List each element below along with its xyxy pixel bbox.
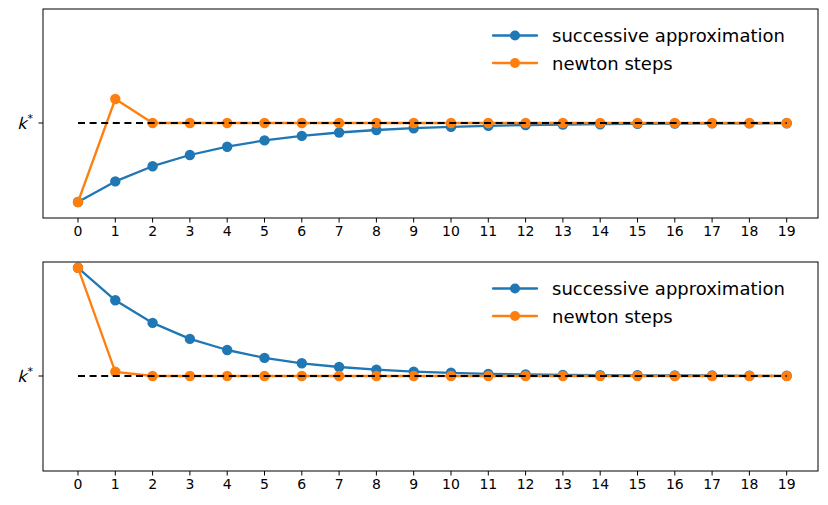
- data-point: [185, 334, 195, 344]
- legend-swatch-dot: [510, 284, 520, 294]
- x-tick-label: 4: [223, 223, 232, 239]
- data-point: [110, 94, 120, 104]
- x-tick-label: 12: [517, 476, 535, 492]
- x-tick-label: 17: [703, 476, 721, 492]
- data-point: [73, 263, 83, 273]
- data-point: [334, 127, 344, 137]
- x-tick-label: 14: [591, 223, 609, 239]
- x-tick-label: 0: [74, 223, 83, 239]
- data-point: [297, 131, 307, 141]
- legend-swatch-dot: [510, 31, 520, 41]
- x-tick-label: 10: [442, 476, 460, 492]
- x-tick-label: 15: [629, 223, 647, 239]
- data-point: [147, 318, 157, 328]
- data-point: [297, 358, 307, 368]
- legend-swatch-dot: [510, 311, 520, 321]
- legend-label: newton steps: [552, 306, 673, 327]
- x-tick-label: 19: [778, 223, 796, 239]
- x-tick-label: 4: [223, 476, 232, 492]
- subplot-top-canvas: 012345678910111213141516171819k*successi…: [0, 0, 828, 253]
- data-point: [110, 295, 120, 305]
- legend-label: newton steps: [552, 53, 673, 74]
- series-line-newton-steps: [78, 99, 787, 202]
- x-tick-label: 6: [297, 223, 306, 239]
- x-tick-label: 9: [409, 476, 418, 492]
- x-tick-label: 3: [185, 223, 194, 239]
- x-tick-label: 15: [629, 476, 647, 492]
- x-tick-label: 8: [372, 223, 381, 239]
- y-tick-label-kstar: k*: [17, 365, 33, 386]
- x-tick-label: 13: [554, 223, 572, 239]
- x-tick-label: 5: [260, 476, 269, 492]
- x-tick-label: 13: [554, 476, 572, 492]
- legend-swatch-dot: [510, 58, 520, 68]
- x-tick-label: 2: [148, 476, 157, 492]
- legend-label: successive approximation: [552, 278, 785, 299]
- x-tick-label: 0: [74, 476, 83, 492]
- convergence-figure: 012345678910111213141516171819k*successi…: [0, 0, 828, 505]
- x-tick-label: 7: [335, 476, 344, 492]
- y-tick-label-kstar: k*: [17, 112, 33, 133]
- x-tick-label: 18: [740, 476, 758, 492]
- x-tick-label: 10: [442, 223, 460, 239]
- data-point: [259, 135, 269, 145]
- x-tick-label: 1: [111, 223, 120, 239]
- data-point: [259, 353, 269, 363]
- data-point: [222, 142, 232, 152]
- x-tick-label: 16: [666, 223, 684, 239]
- x-tick-label: 3: [185, 476, 194, 492]
- data-point: [73, 197, 83, 207]
- x-tick-label: 19: [778, 476, 796, 492]
- x-tick-label: 12: [517, 223, 535, 239]
- x-tick-label: 7: [335, 223, 344, 239]
- x-tick-label: 1: [111, 476, 120, 492]
- legend-label: successive approximation: [552, 25, 785, 46]
- x-tick-label: 5: [260, 223, 269, 239]
- series-line-successive-approximation: [78, 123, 787, 202]
- data-point: [147, 161, 157, 171]
- x-tick-label: 16: [666, 476, 684, 492]
- x-tick-label: 9: [409, 223, 418, 239]
- data-point: [110, 176, 120, 186]
- x-tick-label: 18: [740, 223, 758, 239]
- x-tick-label: 11: [479, 223, 497, 239]
- x-tick-label: 2: [148, 223, 157, 239]
- data-point: [185, 150, 195, 160]
- x-tick-label: 11: [479, 476, 497, 492]
- x-tick-label: 8: [372, 476, 381, 492]
- x-tick-label: 6: [297, 476, 306, 492]
- x-tick-label: 14: [591, 476, 609, 492]
- data-point: [222, 345, 232, 355]
- subplot-bottom-canvas: 012345678910111213141516171819k*successi…: [0, 253, 828, 505]
- x-tick-label: 17: [703, 223, 721, 239]
- data-point: [334, 362, 344, 372]
